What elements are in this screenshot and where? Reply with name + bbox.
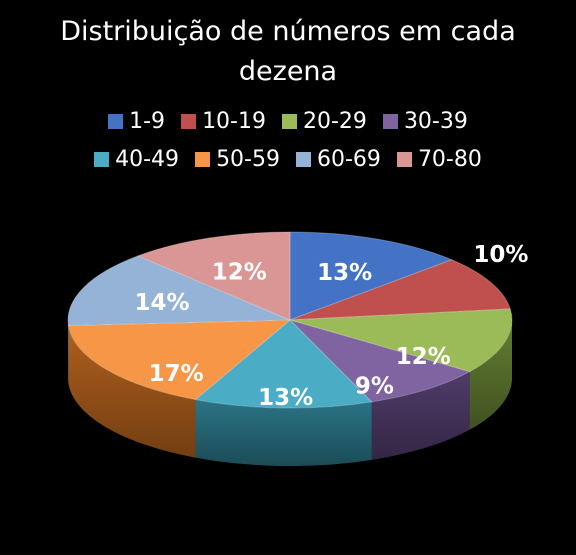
data-label-30-39: 9% [355,373,394,399]
pie-side-shade [195,399,372,466]
legend-label: 30-39 [403,108,468,134]
legend-item-1-9: 1-9 [108,109,165,134]
legend-swatch [282,113,297,129]
data-label-60-69: 14% [134,290,189,316]
data-label-10-19: 10% [473,242,528,268]
legend-swatch [382,113,398,129]
pie-slice-60-69 [67,255,291,327]
legend-label: 50-59 [216,146,280,172]
legend-label: 20-29 [303,108,367,134]
legend-item-60-69: 60-69 [296,147,381,172]
legend-item-20-29: 20-29 [282,109,367,134]
legend-item-10-19: 10-19 [181,109,266,134]
chart-title: Distribuição de números em cada dezena [0,12,576,92]
chart-title-line-1: Distribuição de números em cada [60,16,516,47]
legend-item-40-49: 40-49 [94,147,179,172]
data-label-50-59: 17% [149,361,204,387]
legend-item-30-39: 30-39 [382,108,468,134]
legend-label: 70-80 [417,146,482,172]
data-label-70-80: 12% [212,259,267,285]
chart-title-line-2: dezena [238,56,338,87]
legend-item-70-80: 70-80 [396,146,482,172]
legend-label: 10-19 [202,108,266,134]
data-label-20-29: 12% [396,344,451,370]
legend-label: 40-49 [115,146,180,172]
legend-label: 1-9 [129,108,166,134]
pie-slice-70-80 [136,231,291,321]
legend-swatch [108,113,124,129]
pie-slice-30-39 [288,318,471,403]
pie-slice-1-9 [289,231,454,321]
legend-item-50-59: 50-59 [195,147,280,172]
legend-swatch [396,151,412,167]
pie-side-shade [371,371,470,460]
chart-legend: 1-9 10-19 20-29 30-39 40-49 50-59 60-69 70-80 [0,102,576,178]
pie-slice-50-59 [67,319,292,401]
legend-swatch [94,151,110,167]
legend-label: 60-69 [317,146,381,172]
legend-swatch [195,151,211,167]
legend-swatch [181,113,197,129]
legend-row: 1-9 10-19 20-29 30-39 [0,102,576,140]
data-label-1-9: 13% [317,260,372,286]
pie-side-shade [469,320,512,430]
data-label-40-49: 13% [258,385,313,411]
pie-side-shade [68,325,196,458]
pie-slice-20-29 [289,308,513,373]
legend-swatch [296,151,311,167]
pie-slice-40-49 [194,319,373,409]
legend-row: 40-49 50-59 60-69 70-80 [0,140,576,178]
pie-slice-10-19 [289,259,511,321]
